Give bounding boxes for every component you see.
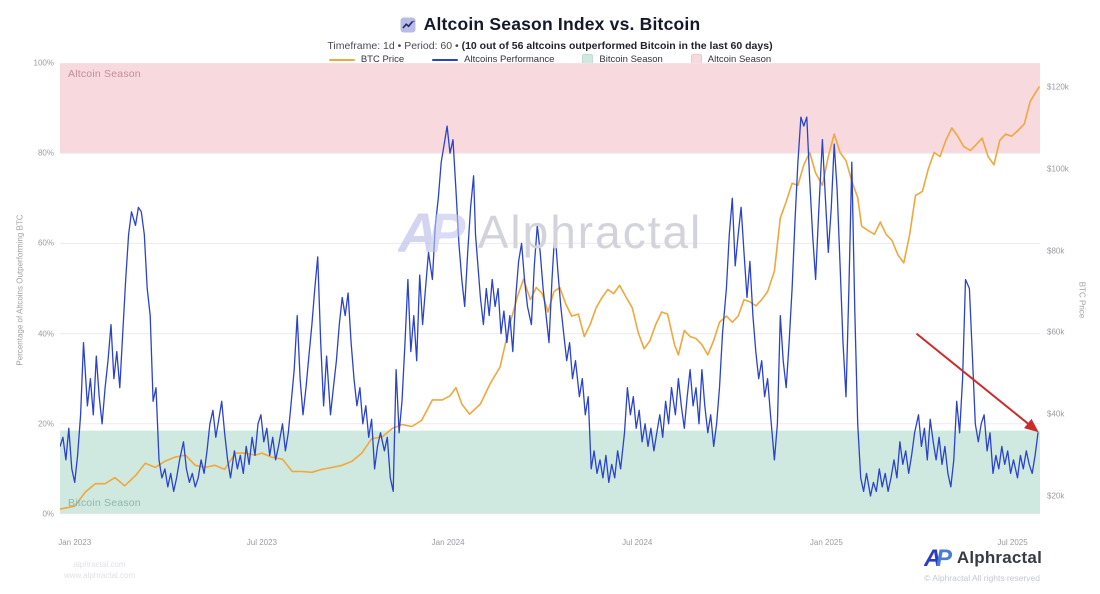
y-axis-tick-100%: 100% xyxy=(33,58,54,68)
y-axis-tick-60%: 60% xyxy=(37,238,54,248)
chart-canvas[interactable] xyxy=(59,62,1040,515)
altcoins-performance-line[interactable] xyxy=(59,116,1039,497)
x-axis-tick-jul-2024: Jul 2024 xyxy=(622,538,653,547)
legend-item-btc-price[interactable]: BTC Price xyxy=(328,54,405,65)
header: Altcoin Season Index vs. Bitcoin xyxy=(0,14,1100,35)
legend-label-btc-price: BTC Price xyxy=(360,54,405,65)
legend-label-bitcoin-season: Bitcoin Season xyxy=(599,54,663,65)
brand-footer: A P Alphractal xyxy=(924,545,1042,571)
band-label-altcoin-season: Altcoin Season xyxy=(68,68,141,80)
btc-axis-tick--20k: $20k xyxy=(1047,491,1065,501)
brand-name: Alphractal xyxy=(956,548,1042,567)
btc-axis-tick--40k: $40k xyxy=(1047,409,1065,419)
site-watermark-line2: www.alphractal.com xyxy=(64,571,136,580)
plot-area[interactable] xyxy=(59,62,1040,515)
alphractal-logo-icon: A P xyxy=(924,545,953,571)
site-watermark: alphractal.com www.alphractal.com xyxy=(64,559,135,581)
btc-price-line[interactable] xyxy=(59,86,1040,510)
legend: BTC Price Altcoins Performance Bitcoin S… xyxy=(0,54,1100,65)
x-axis-tick-jul-2023: Jul 2023 xyxy=(246,538,277,547)
copyright-notice: © Alphractal All rights reserved xyxy=(924,573,1040,583)
btc-price-line-swatch xyxy=(328,58,355,61)
x-axis-tick-jan-2024: Jan 2024 xyxy=(431,538,465,547)
btc-axis-tick--120k: $120k xyxy=(1047,82,1069,92)
page-title: Altcoin Season Index vs. Bitcoin xyxy=(423,14,701,34)
legend-item-altcoins-performance[interactable]: Altcoins Performance xyxy=(432,54,554,65)
x-axis-tick-jan-2025: Jan 2025 xyxy=(809,538,843,547)
band-bitcoin-season xyxy=(60,430,1040,514)
band-label-bitcoin-season: Bitcoin Season xyxy=(68,497,141,509)
svg-text:A: A xyxy=(924,545,941,571)
left-axis-title: Percentage of Altcoins Outperforming BTC xyxy=(15,214,25,366)
subtitle-params: Timeframe: 1d • Period: 60 • xyxy=(327,40,462,52)
chart-subtitle: Timeframe: 1d • Period: 60 • (10 out of … xyxy=(0,40,1100,52)
legend-label-altcoin-season: Altcoin Season xyxy=(707,54,772,65)
btc-axis-tick--60k: $60k xyxy=(1047,327,1065,337)
x-axis-tick-jan-2023: Jan 2023 xyxy=(58,538,92,547)
legend-label-altcoins-performance: Altcoins Performance xyxy=(464,54,555,65)
btc-axis-tick--80k: $80k xyxy=(1047,246,1065,256)
site-watermark-line1: alphractal.com xyxy=(73,560,126,569)
y-axis-tick-80%: 80% xyxy=(37,148,54,158)
right-axis-title: BTC Price xyxy=(1077,281,1087,319)
subtitle-highlight: (10 out of 56 altcoins outperformed Bitc… xyxy=(461,40,773,52)
x-axis-tick-jul-2025: Jul 2025 xyxy=(997,538,1028,547)
altcoins-performance-line-swatch xyxy=(432,58,459,61)
chart-increasing-icon xyxy=(400,17,416,32)
y-axis-tick-40%: 40% xyxy=(37,329,54,339)
band-altcoin-season xyxy=(60,63,1040,154)
y-axis-tick-0%: 0% xyxy=(42,509,54,519)
y-axis-tick-20%: 20% xyxy=(37,419,54,429)
btc-axis-tick--100k: $100k xyxy=(1047,164,1069,174)
trend-arrow-annotation xyxy=(915,332,1039,433)
svg-text:P: P xyxy=(936,545,953,571)
